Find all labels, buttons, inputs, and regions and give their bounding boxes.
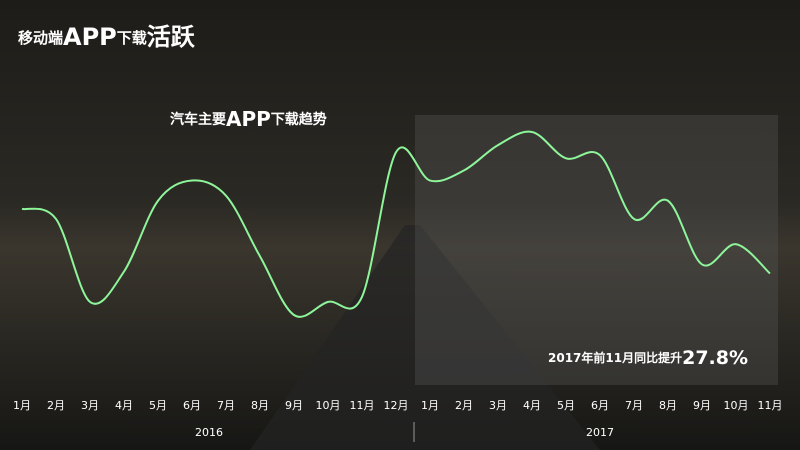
x-tick-label: 6月	[183, 399, 201, 412]
annotation-value: 27.8%	[682, 347, 748, 369]
x-tick-label: 3月	[81, 399, 99, 412]
x-tick-label: 4月	[523, 399, 541, 412]
x-tick-label: 3月	[489, 399, 507, 412]
x-tick-label: 2月	[47, 399, 65, 412]
x-tick-label: 9月	[285, 399, 303, 412]
chart-title: 汽车主要APP下载趋势	[170, 107, 327, 131]
x-tick-label: 1月	[13, 399, 31, 412]
x-tick-label: 1月	[421, 399, 439, 412]
x-tick-label: 10月	[724, 399, 749, 412]
annotation-text: 2017年前11月同比提升	[548, 350, 682, 365]
title-part: APP	[63, 23, 117, 51]
title-part: 活跃	[147, 23, 196, 51]
title-part: APP	[226, 107, 271, 131]
annotation: 2017年前11月同比提升27.8%	[548, 347, 748, 369]
x-tick-label: 7月	[217, 399, 235, 412]
title-part: 下载	[117, 29, 147, 47]
x-tick-label: 4月	[115, 399, 133, 412]
group-label: 2017	[586, 426, 614, 439]
x-tick-label: 9月	[693, 399, 711, 412]
x-tick-label: 12月	[384, 399, 409, 412]
x-tick-label: 7月	[625, 399, 643, 412]
road	[250, 225, 600, 450]
title-part: 汽车主要	[170, 111, 226, 128]
x-tick-label: 2月	[455, 399, 473, 412]
x-tick-label: 11月	[350, 399, 375, 412]
page-title: 移动端APP下载活跃	[18, 23, 196, 51]
title-part: 移动端	[18, 29, 63, 47]
line	[21, 130, 771, 318]
x-tick-label: 11月	[758, 399, 783, 412]
x-tick-label: 8月	[659, 399, 677, 412]
group-label: 2016	[195, 426, 223, 439]
highlight-panel	[415, 115, 778, 385]
x-tick-label: 6月	[591, 399, 609, 412]
x-tick-label: 5月	[149, 399, 167, 412]
x-tick-label: 5月	[557, 399, 575, 412]
x-tick-label: 10月	[316, 399, 341, 412]
x-tick-label: 8月	[251, 399, 269, 412]
title-part: 下载趋势	[271, 111, 327, 128]
